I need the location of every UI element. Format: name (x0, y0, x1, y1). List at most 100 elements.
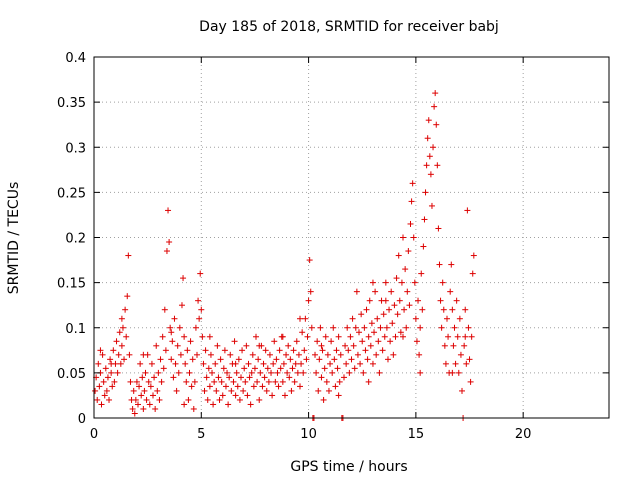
data-point (169, 338, 176, 345)
data-point (375, 338, 382, 345)
data-point (165, 207, 172, 214)
data-point (382, 279, 389, 286)
data-point (448, 261, 455, 268)
data-point (325, 387, 332, 394)
data-point (172, 360, 179, 367)
data-point (386, 306, 393, 313)
data-point (200, 360, 207, 367)
data-point (449, 369, 456, 376)
data-point (396, 297, 403, 304)
data-point (234, 383, 241, 390)
data-point (350, 342, 357, 349)
data-point (393, 275, 400, 282)
data-point (273, 356, 280, 363)
data-point (121, 356, 128, 363)
data-point (95, 360, 102, 367)
data-point (388, 288, 395, 295)
data-point (288, 387, 295, 394)
data-point (186, 369, 193, 376)
y-tick-label: 0.25 (57, 186, 86, 201)
data-point (411, 279, 418, 286)
data-point (297, 383, 303, 390)
data-point (384, 356, 391, 363)
data-point (154, 387, 161, 394)
data-point (354, 351, 361, 358)
data-point (101, 392, 108, 399)
data-point (369, 360, 376, 367)
data-point (137, 360, 144, 367)
data-point (380, 311, 387, 318)
data-point (109, 383, 116, 390)
data-point (400, 333, 406, 340)
data-point (346, 369, 353, 376)
data-point (295, 351, 302, 358)
x-tick-label: 0 (90, 427, 98, 442)
data-point (381, 333, 388, 340)
data-point (202, 347, 209, 354)
data-point (431, 103, 438, 110)
data-point (216, 396, 223, 403)
data-point (389, 320, 396, 327)
data-point (122, 306, 129, 313)
data-point (376, 369, 383, 376)
data-point (92, 387, 99, 394)
data-point (146, 401, 153, 408)
data-point (184, 347, 191, 354)
data-point (340, 374, 347, 381)
data-point (436, 261, 443, 268)
data-point (335, 392, 342, 399)
data-point (192, 324, 199, 331)
data-point (344, 324, 351, 331)
data-point (374, 315, 381, 322)
data-point (156, 396, 163, 403)
data-point (168, 356, 175, 363)
data-point (300, 369, 307, 376)
data-point (96, 383, 103, 390)
data-point (390, 351, 397, 358)
data-point (159, 333, 166, 340)
data-point (98, 401, 105, 408)
data-point (412, 315, 419, 322)
data-point (307, 288, 314, 295)
data-point (94, 396, 101, 403)
data-point (153, 342, 160, 349)
data-point (283, 351, 290, 358)
data-point (440, 306, 447, 313)
data-point (290, 347, 297, 354)
data-point (357, 360, 364, 367)
data-point (401, 306, 408, 313)
data-point (119, 324, 126, 331)
data-point (262, 347, 269, 354)
x-tick-label: 15 (408, 427, 425, 442)
data-point (297, 315, 303, 322)
data-point (204, 396, 211, 403)
data-point (316, 356, 323, 363)
data-point (359, 338, 366, 345)
data-point (261, 374, 268, 381)
data-point (287, 356, 294, 363)
data-point (364, 356, 371, 363)
data-point (327, 360, 334, 367)
data-point (218, 378, 225, 385)
data-point (240, 387, 247, 394)
data-point (256, 396, 263, 403)
grid-lines (94, 57, 609, 418)
data-point (335, 333, 342, 340)
data-point (217, 356, 224, 363)
data-point (451, 324, 458, 331)
data-point (397, 329, 404, 336)
data-point (332, 383, 339, 390)
data-point (175, 369, 182, 376)
data-point (315, 387, 322, 394)
data-point (363, 306, 370, 313)
data-point (461, 342, 468, 349)
data-point (343, 360, 350, 367)
data-point (145, 378, 152, 385)
data-point (415, 297, 422, 304)
data-point (369, 279, 376, 286)
data-point (276, 347, 283, 354)
data-point (142, 369, 149, 376)
data-point (129, 405, 136, 412)
data-point (152, 405, 159, 412)
